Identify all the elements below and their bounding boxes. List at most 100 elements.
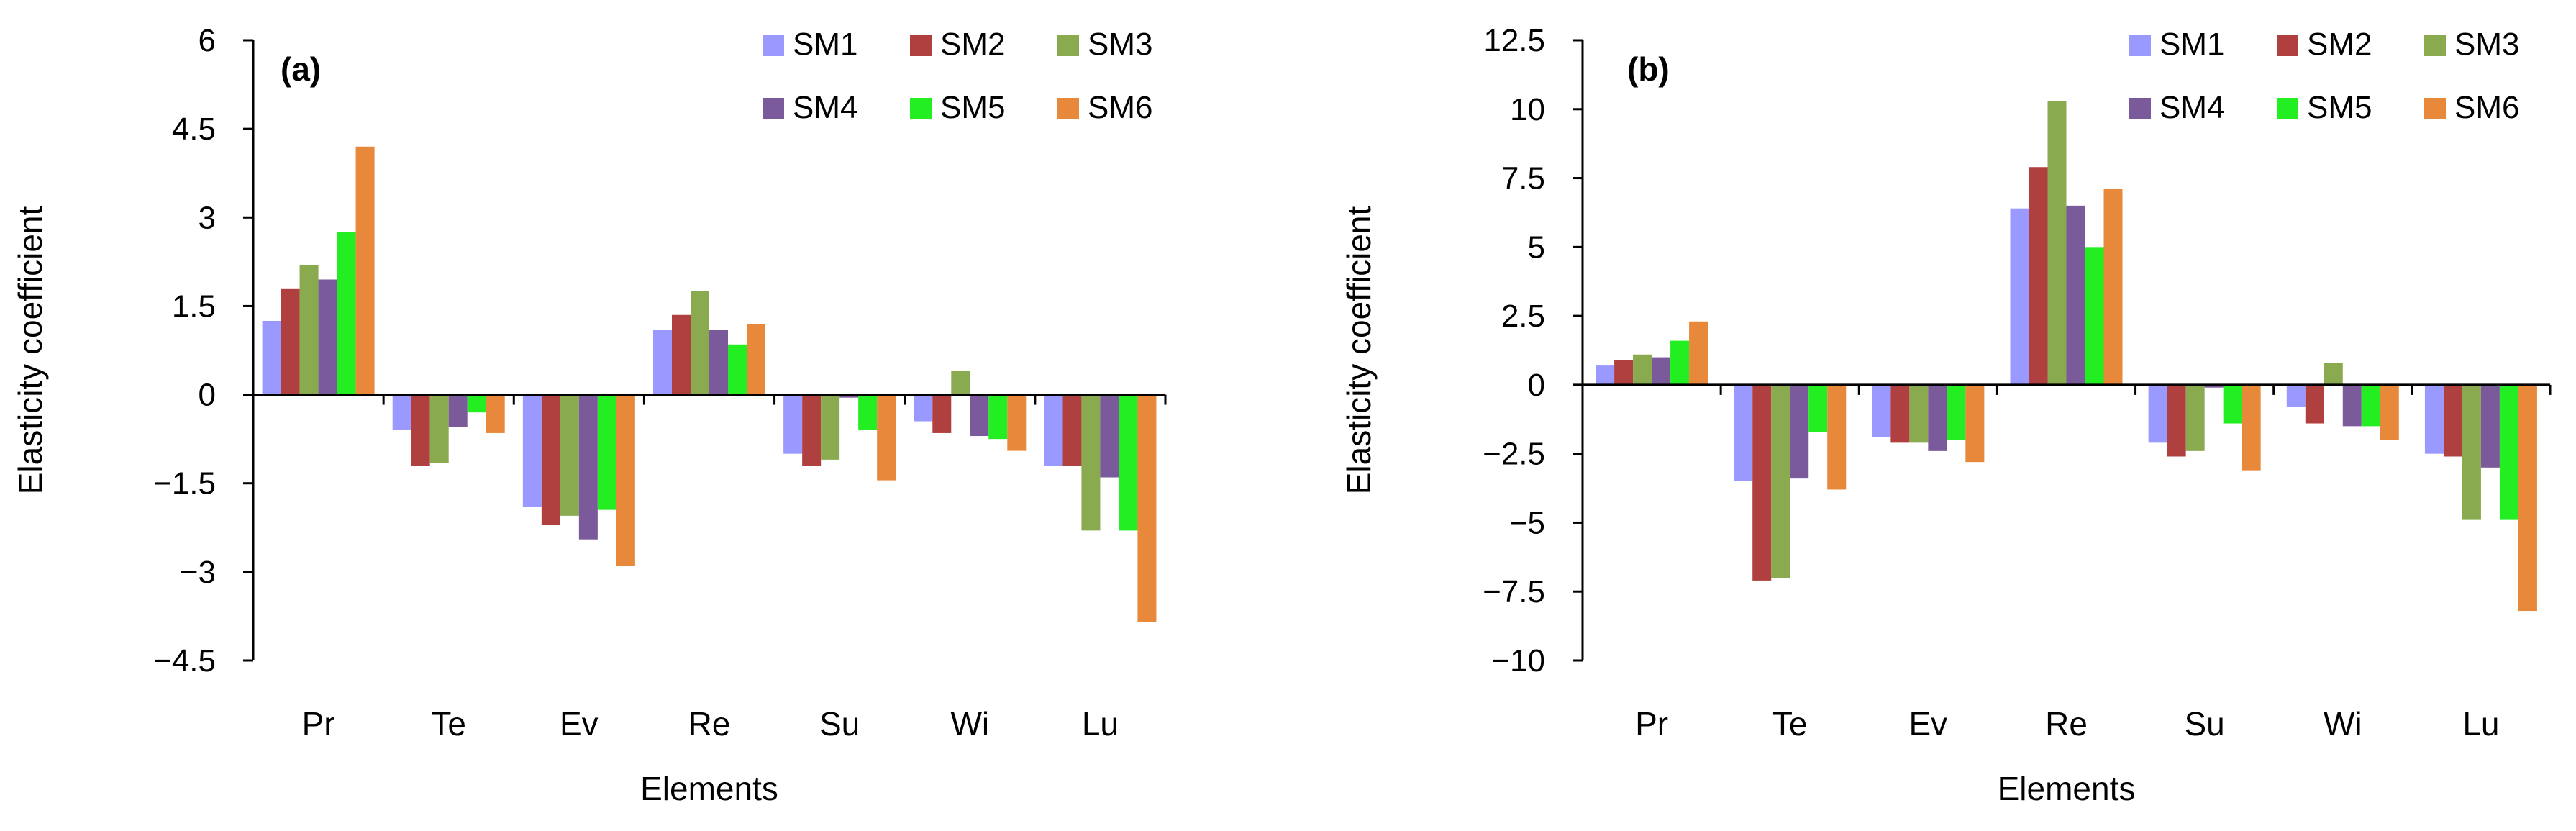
- bar-sm4-wi: [970, 394, 989, 437]
- legend-swatch-sm1: [763, 35, 784, 56]
- y-tick-label: 0: [1528, 368, 1545, 403]
- bar-sm2-lu: [2443, 384, 2462, 457]
- bar-sm2-su: [802, 394, 822, 466]
- bar-sm5-lu: [1119, 394, 1138, 531]
- bar-sm2-re: [2029, 167, 2048, 385]
- bar-sm2-pr: [281, 288, 300, 395]
- bar-sm1-su: [783, 394, 803, 454]
- y-tick-label: −2.5: [1483, 437, 1545, 472]
- bar-sm3-pr: [1633, 354, 1652, 385]
- y-tick-label: −10: [1491, 643, 1545, 678]
- bar-sm4-pr: [318, 279, 337, 395]
- legend-label-sm3: SM3: [1088, 27, 1152, 62]
- x-tick-label-ev: Ev: [1909, 705, 1948, 743]
- bar-sm5-ev: [597, 394, 616, 510]
- bar-sm6-lu: [1137, 394, 1157, 622]
- bar-sm4-ev: [578, 394, 598, 540]
- bar-sm5-lu: [2499, 384, 2518, 520]
- x-tick-label-su: Su: [819, 705, 860, 743]
- bar-sm1-lu: [2424, 384, 2444, 454]
- legend-label-sm5: SM5: [2307, 90, 2372, 125]
- bar-sm3-su: [821, 394, 840, 460]
- bar-sm6-su: [2242, 384, 2261, 471]
- bar-sm3-ev: [560, 394, 579, 516]
- x-tick-label-lu: Lu: [1082, 705, 1119, 743]
- bar-sm5-pr: [337, 232, 356, 395]
- bar-sm3-pr: [299, 264, 319, 395]
- bar-sm5-wi: [2361, 384, 2380, 427]
- legend-swatch-sm2: [2277, 35, 2298, 56]
- legend-label-sm1: SM1: [2159, 27, 2224, 62]
- x-tick-label-pr: Pr: [1635, 705, 1668, 743]
- bar-sm3-re: [691, 291, 709, 395]
- bar-sm2-lu: [1062, 394, 1082, 466]
- y-tick-label: −4.5: [153, 643, 216, 678]
- y-tick-label: 12.5: [1483, 23, 1545, 58]
- legend-swatch-sm3: [1057, 35, 1079, 56]
- bar-sm1-ev: [1872, 384, 1891, 437]
- bar-sm2-wi: [2305, 384, 2324, 424]
- y-tick-label: −1.5: [153, 466, 216, 501]
- bar-sm6-te: [486, 394, 505, 433]
- x-axis-title: Elements: [640, 770, 778, 807]
- bar-sm4-re: [2066, 205, 2085, 385]
- bar-sm2-re: [672, 314, 691, 395]
- bar-sm6-wi: [2380, 384, 2399, 440]
- bar-sm4-su: [839, 394, 859, 398]
- bar-sm5-te: [467, 394, 486, 413]
- bar-sm6-su: [877, 394, 896, 481]
- bar-sm6-ev: [1965, 384, 1985, 463]
- y-tick-label: 0: [199, 378, 216, 413]
- x-tick-label-lu: Lu: [2462, 705, 2499, 743]
- y-axis-title: Elasticity coefficient: [12, 206, 49, 495]
- bar-sm6-re: [747, 324, 765, 395]
- x-tick-label-te: Te: [1772, 705, 1808, 743]
- bar-sm3-lu: [1081, 394, 1101, 531]
- bar-sm2-pr: [1614, 360, 1634, 385]
- bar-sm5-su: [858, 394, 878, 430]
- bar-sm2-ev: [541, 394, 560, 525]
- legend-label-sm4: SM4: [2159, 90, 2224, 125]
- panel-label: (b): [1627, 50, 1670, 88]
- y-tick-label: 3: [199, 200, 216, 235]
- x-tick-label-pr: Pr: [302, 705, 335, 743]
- bar-sm1-te: [1734, 384, 1753, 481]
- x-tick-label-su: Su: [2185, 705, 2225, 743]
- bar-sm5-su: [2223, 384, 2242, 424]
- bar-sm2-te: [1752, 384, 1772, 581]
- bar-sm4-te: [1790, 384, 1809, 479]
- bar-sm4-su: [2204, 384, 2224, 388]
- bar-sm6-pr: [1689, 321, 1708, 385]
- bar-sm2-ev: [1890, 384, 1910, 443]
- panel-a: 6 4.5 3 1.5 0 −1.5 −3 −4.5 Pr Te Ev Re Su Wi Lu Element…: [12, 23, 1167, 807]
- panel-b: 12.5 10 7.5 5 2.5 0 −2.5 −5 −7.5 −10 Pr Te Ev Re Su Wi L…: [1340, 23, 2552, 807]
- y-tick-label: 2.5: [1501, 299, 1545, 334]
- bar-sm3-wi: [2324, 363, 2343, 385]
- bar-sm6-pr: [355, 146, 375, 395]
- bar-sm1-ev: [522, 394, 542, 507]
- bar-sm3-ev: [1909, 384, 1929, 443]
- bar-sm3-wi: [951, 371, 970, 395]
- legend-swatch-sm4: [2129, 98, 2151, 119]
- legend-swatch-sm1: [2129, 35, 2151, 56]
- bar-sm5-te: [1808, 384, 1828, 432]
- bar-sm3-te: [429, 394, 449, 463]
- legend-label-sm2: SM2: [2307, 27, 2372, 62]
- legend-label-sm5: SM5: [940, 90, 1005, 125]
- bar-sm1-pr: [1596, 365, 1615, 385]
- bar-sm2-te: [411, 394, 430, 466]
- bar-sm4-ev: [1928, 384, 1947, 451]
- bar-sm3-lu: [2462, 384, 2481, 520]
- legend-swatch-sm5: [910, 98, 932, 119]
- bar-sm4-lu: [1100, 394, 1119, 478]
- y-tick-label: −5: [1509, 505, 1545, 540]
- bar-sm5-wi: [988, 394, 1008, 440]
- bar-sm1-re: [2010, 208, 2029, 385]
- legend-swatch-sm4: [763, 98, 784, 119]
- bar-sm4-wi: [2342, 384, 2362, 427]
- bar-sm1-wi: [914, 394, 933, 422]
- bar-sm6-ev: [616, 394, 635, 566]
- bar-sm6-te: [1827, 384, 1847, 490]
- bar-sm4-lu: [2480, 384, 2500, 468]
